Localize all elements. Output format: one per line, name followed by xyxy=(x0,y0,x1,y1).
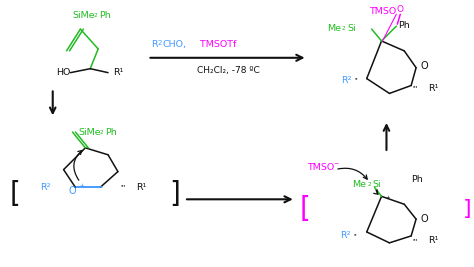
Text: R²: R² xyxy=(340,231,351,240)
Text: Ph: Ph xyxy=(105,128,117,136)
Text: ''': ''' xyxy=(412,85,418,92)
Text: SiMe: SiMe xyxy=(78,128,101,136)
Text: R: R xyxy=(152,40,158,49)
Text: $_2$: $_2$ xyxy=(367,180,372,189)
Text: '': '' xyxy=(353,233,356,239)
Text: 2: 2 xyxy=(157,40,162,46)
Text: [: [ xyxy=(300,195,310,223)
Text: Ph: Ph xyxy=(99,11,111,20)
Text: TMSOTf: TMSOTf xyxy=(197,40,236,49)
Text: $^{-}$: $^{-}$ xyxy=(333,160,340,169)
Text: $_2$: $_2$ xyxy=(99,128,104,136)
Text: [: [ xyxy=(9,180,20,208)
Text: Si: Si xyxy=(373,180,381,189)
Text: Ph: Ph xyxy=(398,21,410,30)
Text: ''': ''' xyxy=(412,238,418,244)
Text: HO: HO xyxy=(56,68,71,77)
Text: Si: Si xyxy=(347,23,356,33)
Text: $_2$: $_2$ xyxy=(93,11,99,20)
Text: TMSO: TMSO xyxy=(369,7,396,16)
Text: $^+$: $^+$ xyxy=(78,183,85,192)
Text: ]: ] xyxy=(463,199,471,219)
Text: O: O xyxy=(420,61,428,71)
Text: SiMe: SiMe xyxy=(73,11,95,20)
Text: ]: ] xyxy=(169,180,180,208)
Text: CH₂Cl₂, -78 ºC: CH₂Cl₂, -78 ºC xyxy=(197,66,260,75)
Text: $_2$: $_2$ xyxy=(341,23,346,33)
Text: $^+$: $^+$ xyxy=(383,195,391,204)
Text: O: O xyxy=(396,5,403,14)
Text: O: O xyxy=(420,214,428,224)
Text: R²: R² xyxy=(341,76,352,85)
Text: CHO,: CHO, xyxy=(162,40,186,49)
Text: R¹: R¹ xyxy=(428,84,438,93)
Text: R¹: R¹ xyxy=(113,68,123,77)
Text: ''': ''' xyxy=(120,184,126,190)
Text: O: O xyxy=(69,186,76,197)
Text: Me: Me xyxy=(327,23,341,33)
Text: Me: Me xyxy=(352,180,366,189)
Text: Ph: Ph xyxy=(411,175,423,184)
Text: '': '' xyxy=(354,77,358,84)
Text: TMSO: TMSO xyxy=(308,163,335,172)
Text: R²: R² xyxy=(40,183,51,192)
Text: R¹: R¹ xyxy=(136,183,146,192)
Text: R¹: R¹ xyxy=(428,236,438,245)
